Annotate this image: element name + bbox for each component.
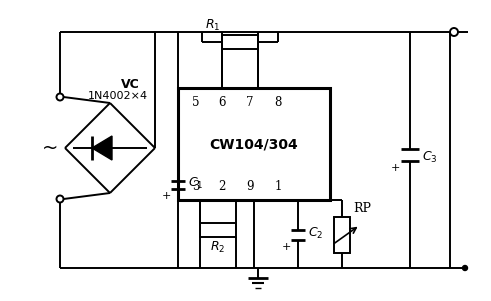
Text: 6: 6 [218, 95, 226, 108]
Bar [334, 217, 350, 253]
Text: +: + [162, 191, 171, 201]
Text: 1: 1 [274, 179, 282, 193]
Text: 3: 3 [192, 179, 200, 193]
Circle shape [463, 265, 467, 271]
Text: $R_2$: $R_2$ [210, 240, 226, 255]
Text: $C_2$: $C_2$ [308, 225, 324, 240]
Text: ~: ~ [42, 138, 58, 157]
Text: $C_3$: $C_3$ [422, 150, 437, 165]
Text: 1N4002×4: 1N4002×4 [88, 91, 148, 101]
Text: 2: 2 [218, 179, 226, 193]
Text: CW104/304: CW104/304 [210, 137, 299, 151]
Bar [178, 88, 330, 200]
Polygon shape [92, 136, 112, 160]
Text: $C_1$: $C_1$ [188, 175, 203, 191]
Bar [222, 35, 258, 49]
Text: 5: 5 [192, 95, 200, 108]
Bar [200, 223, 236, 237]
Text: 9: 9 [246, 179, 254, 193]
Text: 8: 8 [274, 95, 282, 108]
Text: VC: VC [121, 78, 139, 91]
Text: $R_1$: $R_1$ [205, 18, 220, 33]
Text: +: + [390, 163, 400, 173]
Text: 7: 7 [246, 95, 254, 108]
Text: RP: RP [353, 202, 371, 215]
Text: +: + [281, 242, 291, 252]
